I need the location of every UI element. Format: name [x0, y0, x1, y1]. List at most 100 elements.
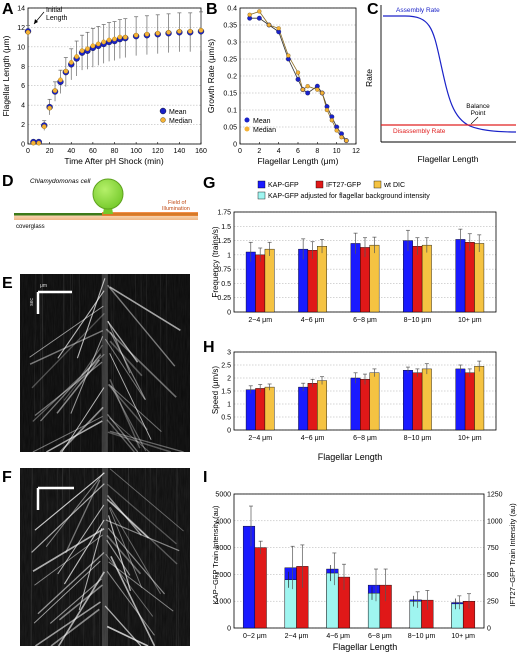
kymograph-vertical-streak [127, 467, 129, 647]
panel-h-bar [255, 388, 266, 431]
panel-i-category-label: 8~10 μm [408, 633, 436, 640]
kymograph-vertical-streak [30, 467, 33, 647]
panel-a-median-points [25, 27, 204, 146]
panel-a-median-point [68, 60, 74, 65]
panel-label-a: A [2, 1, 14, 18]
kymograph-streak [57, 504, 105, 575]
panel-b-ytick-label: 0.35 [223, 23, 237, 30]
kymograph-f-streaks [30, 467, 184, 647]
kymograph-streak [63, 353, 102, 401]
panel-i-ytick-left-label: 5000 [215, 492, 231, 499]
panel-h-category-label: 6~8 μm [353, 435, 377, 442]
kymograph-vertical-streak [140, 273, 142, 453]
panel-b-ytick-label: 0.15 [223, 91, 237, 98]
panel-a-median-point [36, 140, 42, 146]
kymograph-vertical-streak [62, 273, 65, 453]
kymograph-vertical-streak [154, 467, 157, 647]
kymograph-streak [107, 320, 139, 363]
panel-g-ytick-label: 1.5 [221, 224, 231, 231]
panel-h-bar [350, 377, 361, 431]
kymograph-streak [63, 519, 105, 585]
kymograph-streak [45, 472, 105, 547]
panel-a-median-point [63, 68, 69, 74]
kymograph-streak [107, 320, 131, 374]
panel-h: H 0 0.5 1 1.5 2 2.5 3 2~4 μm 4~6 μm 6~8 μm 8~10 μm… [203, 339, 497, 462]
kymograph-streak [33, 560, 101, 624]
panel-h-xlabel: Flagellar Length [318, 452, 383, 462]
kymograph-streak [106, 539, 131, 576]
legend-mean-marker [159, 107, 167, 115]
panel-h-bar [474, 366, 485, 431]
panel-b-median-point [320, 90, 325, 96]
chlamydomonas-cell [92, 178, 124, 210]
panel-a-xtick-label: 0 [26, 148, 30, 155]
panel-i-ytick-right-label: 0 [487, 626, 491, 633]
panel-g-ytick-label: 0.75 [217, 267, 231, 274]
kymograph-f-noise [20, 468, 190, 646]
legend-adj-label: KAP-GFP adjusted for flagellar backgroun… [268, 193, 430, 200]
disassembly-rate-label: Disassembly Rate [393, 128, 446, 135]
kymograph-vertical-streak [71, 273, 73, 453]
panel-i-adjusted-bar [451, 603, 464, 629]
legend-wt-swatch [373, 180, 382, 189]
kymograph-streak [107, 515, 132, 591]
panel-b-median-point [334, 128, 339, 133]
panel-label-h: H [203, 339, 215, 356]
coverglass [14, 215, 198, 220]
kymograph-streak [108, 507, 143, 588]
panel-b-xtick-label: 2 [257, 148, 261, 155]
panel-a-xtick-label: 60 [89, 148, 97, 155]
legend-mean-marker [244, 117, 250, 123]
kymograph-streak [31, 483, 105, 553]
kymograph-streak [106, 419, 135, 453]
kymograph-streak [108, 561, 174, 612]
panel-a-median-point [101, 39, 107, 45]
panel-b-ylabel: Growth Rate (μm/s) [206, 39, 216, 113]
panel-a-median-point [52, 88, 58, 93]
panel-label-d: D [2, 173, 14, 190]
kymograph-streak [57, 290, 105, 359]
kymograph-vertical-streak [92, 467, 96, 647]
panel-i-kap-bar [242, 525, 256, 629]
panel-a-median-point [177, 28, 182, 34]
coverglass-label: coverglass [16, 224, 45, 230]
panel-i-adjusted-bar [284, 579, 297, 629]
kymograph-vertical-streak [42, 273, 44, 453]
legend-median-marker [244, 126, 250, 132]
panel-a-xlabel: Time After pH Shock (min) [64, 156, 164, 166]
kymograph-streak [65, 479, 101, 554]
kymograph-streak [104, 605, 142, 647]
kymograph-streak [32, 415, 103, 453]
panel-b-xtick-label: 10 [333, 148, 341, 155]
kymograph-streak [107, 284, 176, 367]
kymograph-streak [59, 406, 104, 453]
panel-b-median-point [329, 118, 334, 123]
panel-g-bar [307, 250, 318, 313]
kymograph-streak [107, 384, 148, 431]
panel-i-category-label: 0~2 μm [243, 633, 267, 640]
panel-b-ytick-label: 0.3 [227, 40, 237, 47]
panel-b-ticks: 0 0.05 0.1 0.15 0.2 0.25 0.3 0.35 0.4 0 2 4 6 8 10 12 [223, 6, 360, 156]
panel-i-xlabel: Flagellar Length [333, 642, 398, 652]
panel-b-median-point [276, 26, 281, 31]
panel-a-ytick-label: 4 [21, 103, 25, 110]
panel-i-ytick-right-label: 1250 [487, 492, 503, 499]
panel-i-ytick-right-label: 750 [487, 545, 499, 552]
panel-b-median-point [324, 107, 330, 113]
panel-e: E μm sec [2, 273, 190, 453]
kymograph-streak [109, 378, 141, 449]
kymograph-e-scalebar: μm sec [29, 283, 72, 314]
panel-a-xtick-label: 140 [174, 148, 186, 155]
panel-g-ytick-label: 1.75 [217, 210, 231, 217]
panel-h-ytick-label: 0 [227, 428, 231, 435]
panel-a-median-point [95, 41, 101, 47]
panel-b-median-point [257, 9, 262, 14]
panel-g-ytick-label: 1 [227, 252, 231, 259]
panel-a-ytick-label: 8 [21, 64, 25, 71]
panel-a-median-point [90, 43, 96, 49]
legend-wt-label: wt DIC [383, 182, 405, 189]
scalebar-units-label: μm [40, 283, 47, 289]
panel-g-category-label: 10+ μm [458, 317, 482, 324]
legend-median-label: Median [253, 127, 276, 134]
panel-h-bar [412, 372, 423, 431]
